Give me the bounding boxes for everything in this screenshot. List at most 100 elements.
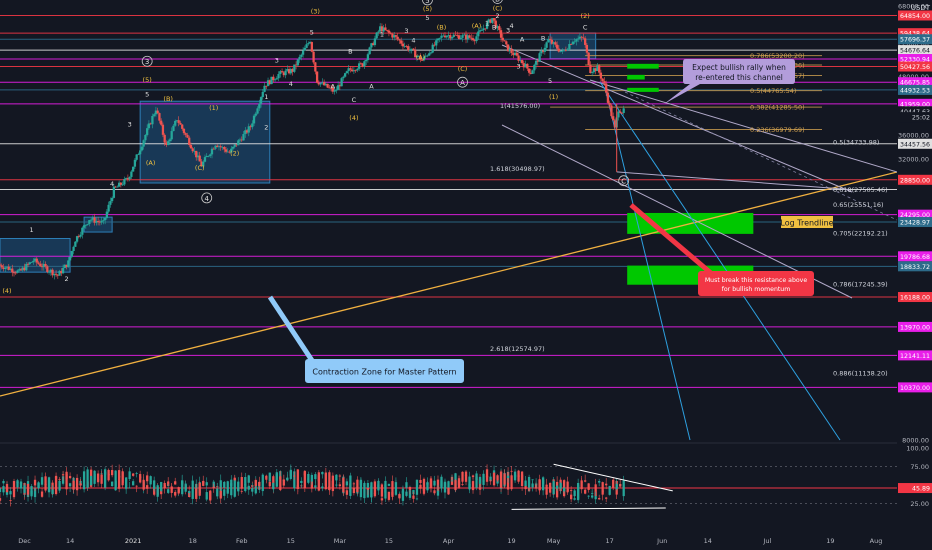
candle-body [287,69,291,74]
candle-body [40,266,44,268]
candle-body [126,178,130,180]
candle-body [121,184,124,186]
candle-body [424,55,427,57]
rsi-badge-bg [898,483,932,494]
rsi-bar-body [454,480,457,491]
wave-label: 5 [425,14,429,22]
rsi-bar-body [345,490,349,495]
wave-label: 3 [404,27,408,35]
fib-label: 0.786(17245.39) [833,281,888,289]
rsi-bar-body [279,476,282,491]
candle-body [333,90,336,92]
log-trendline-label-bg [781,216,833,228]
rsi-bar-body [489,476,492,481]
rsi-bar-body [324,472,328,490]
wave-label: 2 [495,12,499,20]
rsi-bar-body [612,480,615,488]
rsi-bar-body [552,481,555,495]
wave-label: 2 [264,123,268,131]
price-badge-bg [898,217,932,228]
rsi-bar-body [359,480,363,498]
rsi-bar-body [68,476,72,479]
candle-body [386,30,389,31]
candle-body [480,30,483,31]
rsi-bar-body [608,494,611,495]
candle-body [39,263,42,267]
candle-body [144,134,147,141]
wave-label: 1 [485,19,489,27]
candle-body [338,85,342,87]
candle-body [212,148,215,150]
candle-body [562,49,566,51]
candle-body [520,60,524,64]
rsi-bar-body [181,481,184,485]
candle-body [571,41,575,45]
candle-body [400,40,403,44]
candle-body [487,19,490,23]
candles [0,17,625,280]
candle-body [172,125,175,132]
candle-body [328,87,331,89]
candle-body [277,74,280,79]
candle-body [128,176,131,180]
candle-body [130,171,133,177]
rsi-bar-body [359,479,363,485]
log-trendline-label: Log Trendline [780,219,833,228]
rsi-bar-body [612,479,615,481]
candle-body [569,44,573,45]
rsi-bar-body [489,480,492,482]
rsi-bar-body [40,477,44,485]
rsi-bar-body [30,486,33,495]
rsi-bar-body [72,480,75,490]
candle-body [343,73,347,77]
candle-body [512,52,515,56]
candle-body [403,45,406,47]
candle-body [223,146,226,150]
time-tick: Jun [656,537,667,545]
rsi-bar-body [5,484,9,493]
candle-body [605,83,608,93]
price-badge-bg [898,292,932,303]
candle-body [298,56,301,60]
candle-body [566,49,569,51]
candle-body [389,32,392,34]
candle-body [16,270,19,273]
rsi-bar-body [384,484,387,493]
candle-body [496,26,499,29]
price-badge-bg [898,28,932,39]
candle-body [175,120,179,122]
blue-ray-2 [599,81,841,441]
wave-label: B [492,24,496,32]
candle-body [181,124,184,129]
price-badge: 54676.64 [900,48,930,55]
candle-body [352,70,356,72]
rsi-bar-body [422,478,426,491]
rsi-bar-body [96,473,100,483]
candle-body [433,44,436,46]
wave-label: 3 [517,62,521,70]
candle-body [51,269,54,276]
candle-body [466,35,469,40]
fib-label: 2.618(12574.97) [490,345,545,353]
wave-label-circle [201,192,213,204]
wave-label: (C) [493,4,503,12]
wave-label: (A) [146,159,156,167]
candle-body [468,35,471,38]
rsi-bar-body [335,484,338,486]
candle-body [210,148,214,155]
rsi-bar-body [548,486,552,493]
candle-body [242,134,245,141]
rsi-bar-body [191,481,194,499]
candle-body [18,269,21,271]
rsi-bar-body [167,489,170,493]
candle-body [98,221,102,223]
price-badge: 24295.00 [900,212,930,219]
candle-body [139,150,142,155]
candle-body [513,52,517,56]
candle-body [279,71,282,75]
rsi-bar-body [513,471,517,481]
rsi-bar-body [128,487,131,489]
rsi-bar-body [272,476,275,489]
price-tick: 8000.00 [902,437,929,445]
candle-body [522,63,525,68]
